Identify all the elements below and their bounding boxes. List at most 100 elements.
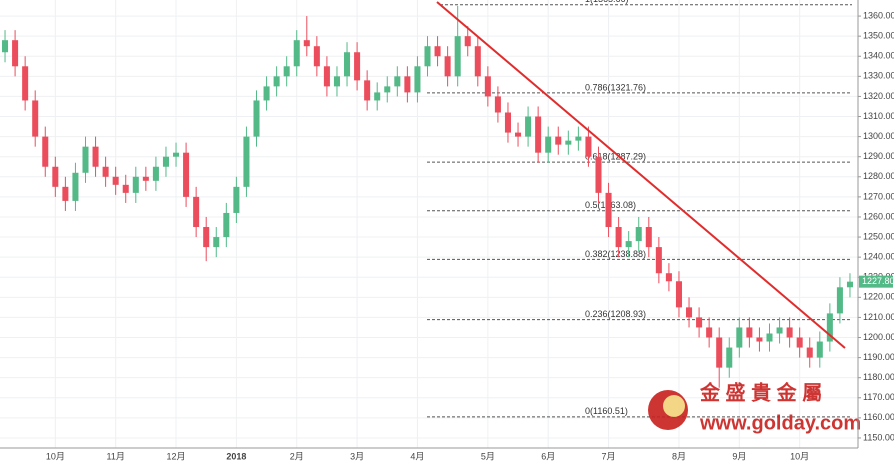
candle-body bbox=[816, 341, 823, 358]
axes: 1150.00 1160.00 1170.00 1180.00 1190.00 1200.… bbox=[46, 10, 894, 461]
candle-body bbox=[585, 136, 592, 157]
candle-body bbox=[42, 136, 49, 167]
watermark: 金 盛 貴 金 屬 www.golday.com bbox=[648, 380, 861, 434]
candle-body bbox=[575, 136, 582, 141]
candles bbox=[2, 6, 853, 388]
x-tick-label: 4月 bbox=[410, 451, 424, 461]
y-tick-label: 1290.00 bbox=[863, 151, 894, 161]
candle-body bbox=[806, 347, 813, 358]
x-tick-label: 5月 bbox=[481, 451, 495, 461]
x-tick-label: 6月 bbox=[541, 451, 555, 461]
candle-body bbox=[92, 146, 99, 167]
candle-body bbox=[655, 247, 662, 274]
candle-body bbox=[384, 86, 391, 93]
candle-body bbox=[394, 76, 401, 87]
candle-body bbox=[846, 281, 853, 288]
candle-body bbox=[364, 80, 371, 101]
candle-body bbox=[464, 36, 471, 47]
candle-body bbox=[716, 337, 723, 368]
y-tick-label: 1320.00 bbox=[863, 91, 894, 101]
candle-body bbox=[22, 66, 29, 101]
candle-body bbox=[293, 40, 300, 67]
y-tick-label: 1240.00 bbox=[863, 252, 894, 262]
candle-body bbox=[213, 237, 220, 248]
candle-body bbox=[625, 241, 632, 248]
candle-body bbox=[414, 66, 421, 93]
candle-body bbox=[52, 166, 59, 187]
brand-name: 金 盛 貴 金 屬 bbox=[699, 380, 822, 404]
candle-body bbox=[545, 136, 552, 153]
y-tick-label: 1310.00 bbox=[863, 111, 894, 121]
fib-label: 0.382(1238.88) bbox=[585, 249, 646, 259]
candle-body bbox=[333, 76, 340, 87]
candle-body bbox=[686, 307, 693, 318]
y-tick-label: 1280.00 bbox=[863, 171, 894, 181]
candle-body bbox=[183, 152, 190, 197]
candle-body bbox=[434, 46, 441, 57]
candle-body bbox=[323, 66, 330, 87]
candle-body bbox=[776, 327, 783, 334]
candle-body bbox=[836, 287, 843, 314]
candle-body bbox=[243, 136, 250, 187]
candle-body bbox=[152, 166, 159, 181]
candle-body bbox=[444, 56, 451, 77]
candle-body bbox=[766, 333, 773, 342]
candle-body bbox=[605, 192, 612, 228]
candle-body bbox=[404, 76, 411, 93]
candle-body bbox=[12, 40, 19, 67]
y-tick-label: 1150.00 bbox=[863, 432, 894, 442]
candle-body bbox=[424, 46, 431, 67]
candle-body bbox=[344, 52, 351, 77]
last-price-label: 1227.80 bbox=[862, 276, 894, 286]
y-tick-label: 1260.00 bbox=[863, 211, 894, 221]
candle-body bbox=[525, 116, 532, 137]
y-tick-label: 1190.00 bbox=[863, 352, 894, 362]
x-tick-label: 7月 bbox=[602, 451, 616, 461]
x-tick-label: 3月 bbox=[350, 451, 364, 461]
y-tick-label: 1180.00 bbox=[863, 372, 894, 382]
candle-body bbox=[173, 152, 180, 157]
candle-body bbox=[162, 156, 169, 167]
y-tick-label: 1340.00 bbox=[863, 51, 894, 61]
y-tick-label: 1160.00 bbox=[863, 412, 894, 422]
candle-body bbox=[253, 100, 260, 137]
candle-body bbox=[756, 337, 763, 342]
x-tick-label: 11月 bbox=[107, 451, 125, 461]
candle-body bbox=[223, 212, 230, 238]
brand-url: www.golday.com bbox=[699, 412, 861, 434]
candle-body bbox=[736, 327, 743, 348]
candle-body bbox=[122, 184, 129, 193]
candle-body bbox=[796, 337, 803, 348]
y-tick-label: 1210.00 bbox=[863, 312, 894, 322]
y-tick-label: 1200.00 bbox=[863, 332, 894, 342]
candle-body bbox=[263, 86, 270, 101]
fib-label: 0(1160.51) bbox=[585, 406, 628, 416]
candle-body bbox=[82, 146, 89, 173]
candle-body bbox=[303, 40, 310, 47]
x-tick-label: 2018 bbox=[226, 451, 246, 461]
y-tick-label: 1330.00 bbox=[863, 71, 894, 81]
fib-label: 1(1365.66) bbox=[585, 0, 629, 4]
fib-label: 0.236(1208.93) bbox=[585, 309, 646, 319]
candle-body bbox=[826, 313, 833, 342]
y-tick-label: 1270.00 bbox=[863, 191, 894, 201]
x-tick-label: 10月 bbox=[790, 451, 809, 461]
candle-body bbox=[635, 227, 642, 242]
candle-body bbox=[233, 186, 240, 213]
y-tick-label: 1350.00 bbox=[863, 31, 894, 41]
y-tick-label: 1170.00 bbox=[863, 392, 894, 402]
candle-body bbox=[112, 176, 119, 185]
candle-body bbox=[273, 76, 280, 87]
candle-body bbox=[675, 281, 682, 308]
candle-body bbox=[354, 52, 361, 81]
candle-body bbox=[193, 196, 200, 228]
candle-body bbox=[142, 176, 149, 181]
y-tick-label: 1220.00 bbox=[863, 292, 894, 302]
candle-body bbox=[746, 327, 753, 338]
candle-body bbox=[665, 273, 672, 282]
candle-body bbox=[555, 136, 562, 145]
candle-body bbox=[203, 227, 210, 248]
candle-body bbox=[615, 227, 622, 248]
candle-body bbox=[72, 172, 79, 201]
